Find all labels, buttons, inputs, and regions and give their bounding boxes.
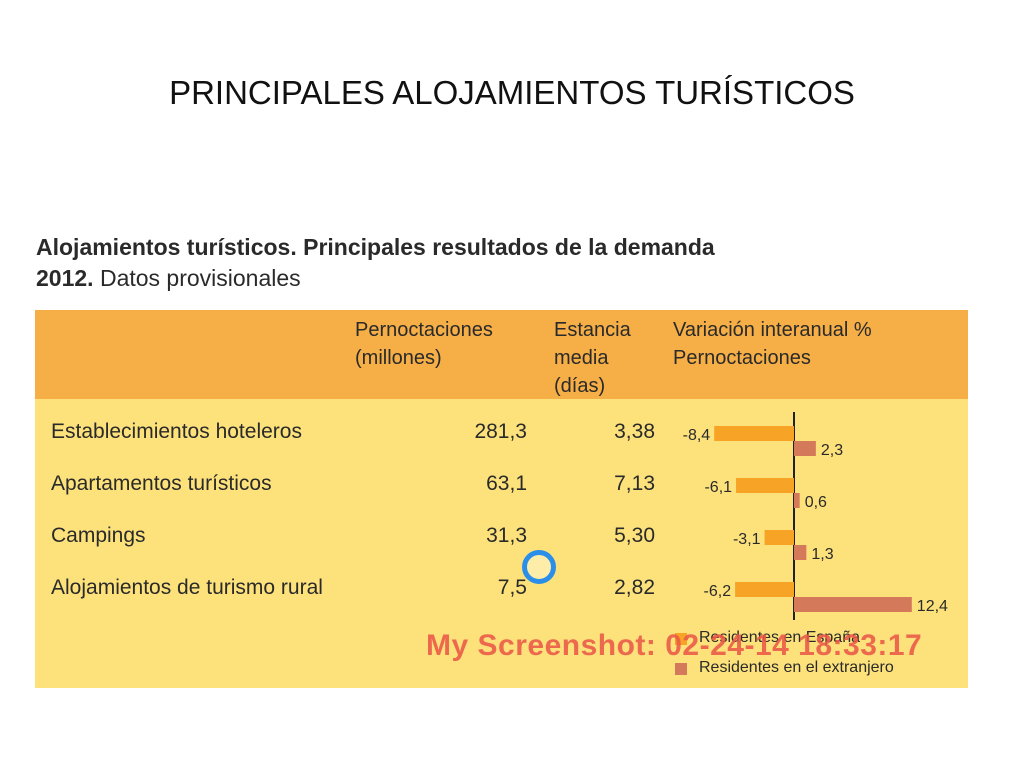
results-table: Pernoctaciones (millones) Estancia media… bbox=[35, 310, 968, 688]
legend-swatch-espana bbox=[675, 633, 687, 645]
slide-title: PRINCIPALES ALOJAMIENTOS TURÍSTICOS bbox=[169, 74, 855, 111]
bar-value-label: 12,4 bbox=[917, 598, 948, 615]
figure-title-main: Alojamientos turísticos. Principales res… bbox=[36, 234, 715, 260]
bar-value-label: 0,6 bbox=[805, 494, 827, 511]
row-label: Apartamentos turísticos bbox=[51, 472, 272, 495]
screenshot-watermark: My Screenshot: 02-24-14 18:33:17 bbox=[426, 629, 923, 662]
bar-value-label: -6,2 bbox=[704, 583, 732, 600]
bar-extranjero bbox=[794, 597, 912, 612]
bar-value-label: -8,4 bbox=[683, 427, 711, 444]
bar-espana bbox=[714, 426, 794, 441]
figure-year: 2012. bbox=[36, 265, 94, 291]
bar-extranjero bbox=[794, 545, 807, 560]
legend-label-espana: Residentes en España bbox=[699, 629, 860, 646]
header-estancia-media: Estancia media (días) bbox=[554, 319, 631, 397]
variation-bar-chart: -8,4 2,3 -6,1 0,6 -3,1 1,3 -6,2 12,4 bbox=[683, 412, 948, 620]
busy-cursor-icon bbox=[522, 550, 556, 584]
estancia-value: 5,30 bbox=[614, 524, 655, 547]
bar-value-label: 2,3 bbox=[821, 442, 843, 459]
table-header: Pernoctaciones (millones) Estancia media… bbox=[35, 310, 968, 399]
header-variacion: Variación interanual % Pernoctaciones bbox=[673, 319, 872, 369]
bar-value-label: -6,1 bbox=[704, 479, 732, 496]
figure-subtitle: 2012. Datos provisionales bbox=[36, 263, 715, 294]
figure-title: Alojamientos turísticos. Principales res… bbox=[36, 232, 715, 294]
row-label: Campings bbox=[51, 524, 146, 547]
bar-extranjero bbox=[794, 441, 816, 456]
pernoctaciones-value: 7,5 bbox=[497, 576, 527, 599]
legend-swatch-extranjero bbox=[675, 663, 687, 675]
pernoctaciones-value: 281,3 bbox=[474, 420, 527, 443]
bar-espana bbox=[764, 530, 794, 545]
row-label: Alojamientos de turismo rural bbox=[51, 576, 323, 599]
estancia-value: 2,82 bbox=[614, 576, 655, 599]
bar-value-label: 1,3 bbox=[811, 546, 833, 563]
pernoctaciones-value: 63,1 bbox=[486, 472, 527, 495]
pernoctaciones-value: 31,3 bbox=[486, 524, 527, 547]
bar-extranjero bbox=[794, 493, 800, 508]
estancia-value: 7,13 bbox=[614, 472, 655, 495]
row-label: Establecimientos hoteleros bbox=[51, 420, 302, 443]
header-pernoctaciones: Pernoctaciones (millones) bbox=[355, 319, 493, 369]
bar-espana bbox=[735, 582, 794, 597]
bar-value-label: -3,1 bbox=[733, 531, 761, 548]
figure-subtitle-note: Datos provisionales bbox=[99, 265, 301, 291]
estancia-value: 3,38 bbox=[614, 420, 655, 443]
legend-label-extranjero: Residentes en el extranjero bbox=[699, 659, 894, 676]
bar-espana bbox=[736, 478, 794, 493]
